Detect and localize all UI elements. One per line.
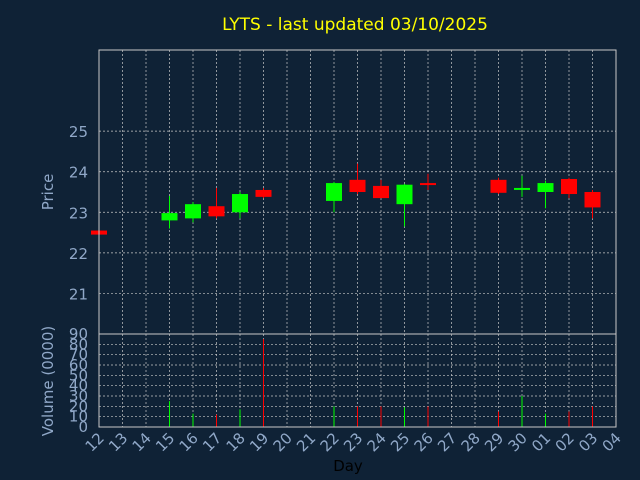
- volume-tick-label: 90: [69, 325, 88, 343]
- candle-body: [396, 184, 413, 205]
- x-tick-label: 29: [481, 429, 507, 455]
- x-tick-label: 16: [176, 429, 202, 455]
- price-tick-label: 23: [69, 204, 88, 222]
- price-tick-label: 25: [69, 123, 88, 141]
- x-tick-label: 28: [458, 429, 484, 455]
- volume-tick-label: 40: [69, 377, 88, 395]
- price-tick-label: 22: [69, 245, 88, 263]
- x-tick-label: 21: [293, 429, 319, 455]
- candle-body: [584, 192, 601, 208]
- x-axis-label: Day: [333, 457, 363, 475]
- candle-body: [490, 179, 507, 193]
- price-tick-label: 24: [69, 164, 88, 182]
- volume-tick-label: 0: [78, 418, 88, 436]
- x-tick-label: 15: [152, 429, 178, 455]
- x-tick-label: 26: [411, 429, 437, 455]
- x-tick-label: 27: [434, 429, 460, 455]
- volume-tick-label: 70: [69, 346, 88, 364]
- x-tick-label: 02: [552, 429, 578, 455]
- x-tick-label: 03: [575, 429, 601, 455]
- chart-title: LYTS - last updated 03/10/2025: [222, 15, 488, 35]
- candle-body: [420, 183, 436, 186]
- candle-body: [232, 194, 248, 213]
- candle-body: [349, 179, 366, 192]
- volume-axis-label: Volume (0000): [39, 326, 57, 436]
- volume-tick-label: 30: [69, 387, 88, 405]
- volume-tick-label: 50: [69, 366, 88, 384]
- x-tick-label: 18: [223, 429, 249, 455]
- candle-body: [208, 206, 225, 217]
- x-tick-label: 04: [599, 429, 625, 455]
- x-tick-label: 23: [340, 429, 366, 455]
- volume-tick-label: 10: [69, 408, 88, 426]
- volume-panel-frame: [98, 333, 617, 428]
- x-tick-label: 25: [387, 429, 413, 455]
- candle-body: [161, 213, 178, 221]
- grid: [98, 50, 617, 428]
- volume-tick-label: 60: [69, 356, 88, 374]
- x-tick-label: 24: [364, 429, 390, 455]
- price-tick-label: 21: [69, 285, 88, 303]
- x-tick-label: 22: [317, 429, 343, 455]
- price-axis-label: Price: [39, 174, 57, 211]
- candle-body: [537, 183, 554, 192]
- axes: 1213141516171819202122232425262728293001…: [69, 123, 625, 455]
- volume-tick-label: 80: [69, 335, 88, 353]
- volume-tick-label: 20: [69, 397, 88, 415]
- x-tick-label: 19: [246, 429, 272, 455]
- candle-body: [561, 179, 577, 195]
- x-tick-label: 20: [270, 429, 296, 455]
- x-tick-label: 13: [105, 429, 131, 455]
- candle-body: [514, 187, 530, 190]
- x-tick-label: 30: [505, 429, 531, 455]
- candle-body: [185, 204, 201, 219]
- candles: [91, 163, 601, 235]
- candle-body: [255, 189, 272, 197]
- x-tick-label: 14: [129, 429, 155, 455]
- x-tick-label: 01: [528, 429, 554, 455]
- candle-body: [373, 185, 389, 199]
- volume-bars: [169, 339, 593, 427]
- candle-body: [326, 183, 342, 201]
- x-tick-label: 17: [199, 429, 225, 455]
